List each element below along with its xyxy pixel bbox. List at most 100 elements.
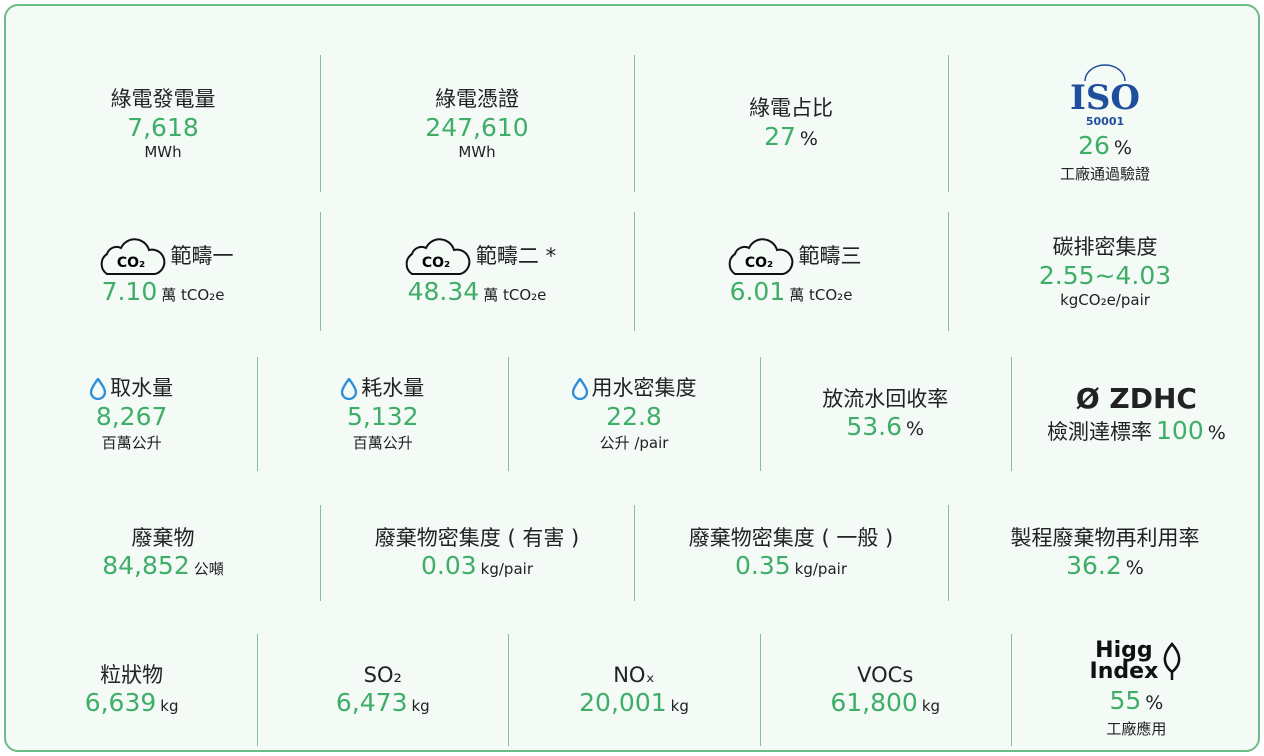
row: CO₂ 範疇一 7.10 萬 tCO₂e CO₂ 範疇二 * 48.34 萬 tCO₂e CO₂… [6,204,1262,339]
value-line: 36.2% [1066,552,1144,581]
label-text: NOₓ [613,662,655,687]
metric-cell: 碳排密集度 2.55~4.03 kgCO₂e/pair [948,204,1262,339]
label-text: 放流水回收率 [822,386,949,411]
value-line: 247,610 [425,113,528,143]
metric-label: 放流水回收率 [822,386,948,413]
metric-unit: MWh [144,142,182,161]
label-text: 粒狀物 [100,662,164,687]
row: 取水量 8,267 百萬公升 耗水量 5,132 百萬公升 用水密集度 22.8 公升 /pai… [6,349,1262,479]
metric-value: 7,618 [127,112,199,142]
metric-value: 7.10 [101,277,158,307]
metric-label: 耗水量 [341,375,424,402]
higg-word: Higg [1095,638,1153,664]
metric-unit: % [1113,137,1132,160]
metric-label: 取水量 [90,375,173,402]
metric-cell: 粒狀物 6,639 kg [6,626,257,754]
metric-label: 綠電發電量 [111,86,216,113]
label-text: 綠電占比 [749,96,833,121]
water-drop-icon [571,378,588,401]
metric-label: CO₂ 範疇三 [721,236,862,278]
label-text: 廢棄物密集度 ( 一般 ) [688,525,894,550]
metric-unit: kg [160,697,179,716]
drop-shape [341,378,358,401]
metric-value: 100 [1156,415,1204,445]
value-line: 6.01 萬 tCO₂e [730,277,853,307]
row: 粒狀物 6,639 kg SO₂ 6,473 kg NOₓ 20,001 kg VOCs 61,80… [6,626,1262,754]
metric-cell: 取水量 8,267 百萬公升 [6,349,257,479]
row: 廢棄物 84,852 公噸 廢棄物密集度 ( 有害 ) 0.03 kg/pair 廢棄物密集… [6,498,1262,608]
label-text: 範疇一 [170,244,234,269]
metric-label: CO₂ 範疇二 * [398,236,556,278]
metric-value: 26 [1078,131,1110,161]
metric-value: 0.03 [421,551,477,581]
metric-value: 84,852 [102,551,190,581]
value-line: 6,639 kg [85,689,179,718]
value-line: 6,473 kg [336,689,430,718]
co2-label: CO₂ [744,255,772,271]
value-line: 7.10 萬 tCO₂e [101,277,225,307]
metric-label: 綠電憑證 [435,86,519,113]
iso-logo: ISO [1069,78,1141,119]
metric-label: 粒狀物 [100,662,163,689]
metric-unit: 萬 tCO₂e [483,286,547,305]
label-text: 碳排密集度 [1052,235,1158,260]
metric-label: 碳排密集度 [1053,234,1158,261]
metric-unit: 公升 /pair [599,433,669,452]
value-line: 84,852 公噸 [102,552,224,581]
metric-cell: CO₂ 範疇二 * 48.34 萬 tCO₂e [320,204,634,339]
metric-cell: 廢棄物 84,852 公噸 [6,498,320,608]
metric-unit: % [906,418,925,441]
metric-unit: kg [670,697,689,716]
metric-unit: 萬 tCO₂e [161,286,225,305]
value-line: 7,618 [127,112,199,143]
metric-value: 5,132 [347,401,419,431]
label-text: 耗水量 [361,376,425,401]
metric-cell: VOCs 61,800 kg [759,626,1011,754]
metric-cell: 綠電憑證 247,610 MWh [320,46,634,201]
iso-number: 50001 [1085,115,1125,129]
value-line: 20,001 kg [579,689,689,718]
cloud-shape [728,238,793,276]
cloud-shape [100,238,165,276]
metric-cell: 放流水回收率 53.6% [759,349,1011,479]
index-word: Index [1089,659,1159,685]
label-text: 廢棄物 [131,525,195,550]
label-text: 用水密集度 [591,376,697,401]
metric-cell: 綠電占比 27% [634,46,948,201]
metric-unit: % [1125,557,1144,580]
metric-cell: 廢棄物密集度 ( 一般 ) 0.35 kg/pair [634,498,948,608]
cloud-shape [405,238,471,276]
metric-label: 製程廢棄物再利用率 [1011,525,1200,552]
value-line: 22.8 [606,402,662,432]
metric-value: 55 [1109,686,1142,716]
metric-value: 61,800 [830,688,918,718]
water-drop-icon [341,378,358,401]
drop-shape [571,378,588,401]
metric-value: 53.6 [846,412,903,442]
leaf-icon [1163,642,1181,681]
metric-value: 6,639 [84,688,157,718]
metric-label: VOCs [857,662,913,689]
metric-label: 廢棄物密集度 ( 一般 ) [689,525,893,552]
value-line: 48.34 萬 tCO₂e [408,277,547,307]
metric-cell: 用水密集度 22.8 公升 /pair [508,349,759,479]
row: 綠電發電量 7,618 MWh 綠電憑證 247,610 MWh 綠電占比 27% ISO 500… [6,46,1262,201]
label-text: 綠電發電量 [110,87,216,112]
higg-logo: Higg Index [1089,638,1184,685]
co2-label: CO₂ [422,255,450,271]
metric-cell: SO₂ 6,473 kg [257,626,508,754]
label-text: 綠電憑證 [435,87,519,112]
metric-cell: NOₓ 20,001 kg [508,626,759,754]
value-line: 2.55~4.03 [1038,260,1172,291]
metric-unit: % [1207,421,1226,444]
metric-value: 0.35 [735,551,791,581]
metric-unit: MWh [458,142,496,161]
metric-unit: % [799,127,818,150]
metric-value: 2.55~4.03 [1038,260,1172,290]
value-line: 55% [1109,686,1163,716]
metric-cell: 製程廢棄物再利用率 36.2% [948,498,1262,608]
metric-label: 廢棄物 [132,525,195,552]
label-text: 取水量 [110,376,174,401]
metric-cell: Higg Index 55% 工廠應用 [1010,626,1262,754]
board: 綠電發電量 7,618 MWh 綠電憑證 247,610 MWh 綠電占比 27% ISO 500… [4,4,1260,752]
